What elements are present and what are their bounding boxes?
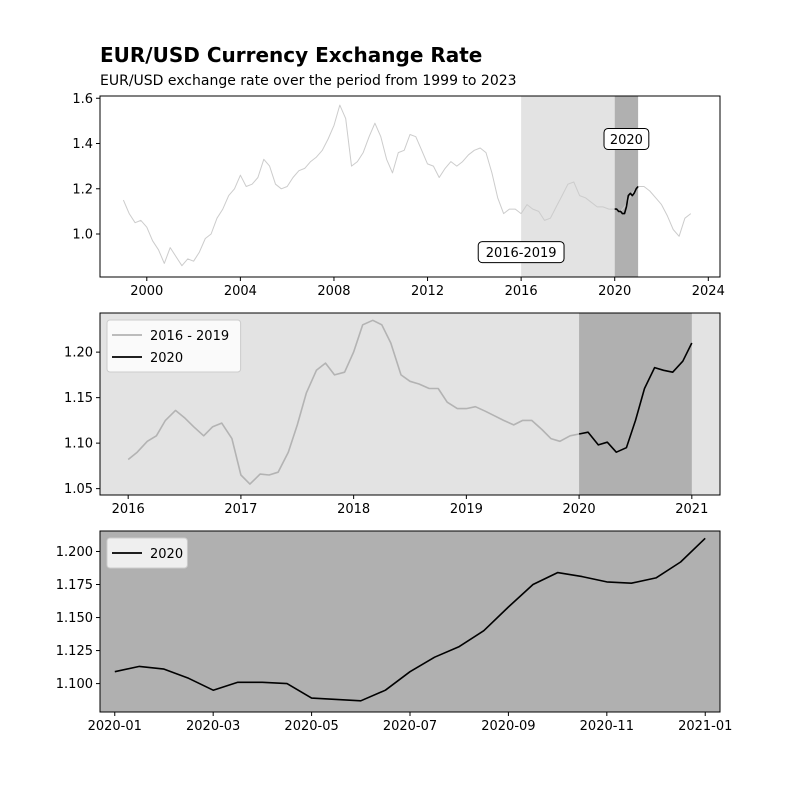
x-tick-label: 2021-01 [678,719,732,734]
x-tick-label: 2020-11 [580,719,634,734]
y-tick-label: 1.0 [72,228,93,243]
chart-subtitle: EUR/USD exchange rate over the period fr… [100,73,517,89]
legend-box [106,537,188,569]
x-tick-label: 2016 [505,284,538,299]
annotation-label-1: 2020 [610,133,643,148]
y-tick-label: 1.100 [56,677,93,692]
annotation-box-2 [477,241,565,264]
legend-box [106,319,242,373]
y-tick-label: 1.200 [56,545,93,560]
y-tick-label: 1.15 [64,391,93,406]
panel-2: 2016 2017 2018 2019 2020 2021 1.05 1.10 1.15 1.20… [64,312,721,517]
x-tick-label: 2016 [112,502,145,517]
series-line-1 [114,537,706,702]
annotation-box-1 [603,127,650,150]
x-tick-label: 2000 [130,284,163,299]
y-tick-label: 1.4 [72,137,93,152]
highlight-band-1 [579,313,692,495]
x-tick-label: 2020-05 [284,719,338,734]
x-tick-label: 2018 [337,502,370,517]
y-tick-label: 1.10 [64,437,93,452]
legend-label-1: 2020 [150,547,183,562]
x-tick-label: 2020-09 [481,719,535,734]
legend-label-1: 2016 - 2019 [150,329,229,344]
x-tick-label: 2024 [692,284,725,299]
series-line-1 [122,104,692,267]
plot-frame [99,95,721,278]
y-tick-label: 1.20 [64,346,93,361]
x-tick-label: 2020-07 [383,719,437,734]
x-tick-label: 2021 [675,502,708,517]
series-group [127,319,693,485]
series-line-2 [614,185,639,215]
x-tick-label: 2020 [598,284,631,299]
series-line-1 [127,319,580,485]
x-tick-label: 2004 [224,284,257,299]
x-tick-label: 2017 [224,502,257,517]
x-tick-label: 2012 [411,284,444,299]
y-tick-label: 1.2 [72,182,93,197]
annotation-label-2: 2016-2019 [486,246,557,261]
legend-label-2: 2020 [150,351,183,366]
y-tick-label: 1.05 [64,482,93,497]
plot-frame [99,312,721,496]
x-tick-label: 2019 [450,502,483,517]
highlight-band-2 [614,96,639,277]
y-tick-label: 1.150 [56,611,93,626]
x-tick-label: 2020-03 [186,719,240,734]
series-group [122,104,692,267]
panel-1: 2000 2004 2008 2012 2016 2020 2024 1.0 1.2 1.4 1.6… [72,92,725,299]
plot-background [100,531,720,712]
series-line-2 [578,342,693,454]
panel-3: 2020-01 2020-03 2020-05 2020-07 2020-09 2020-… [56,530,732,734]
x-tick-label: 2020 [563,502,596,517]
x-tick-label: 2008 [317,284,350,299]
y-tick-label: 1.125 [56,644,93,659]
x-tick-label: 2020-01 [88,719,142,734]
series-group [114,537,706,702]
y-tick-label: 1.6 [72,92,93,107]
y-tick-label: 1.175 [56,578,93,593]
chart-title: EUR/USD Currency Exchange Rate [100,43,482,67]
